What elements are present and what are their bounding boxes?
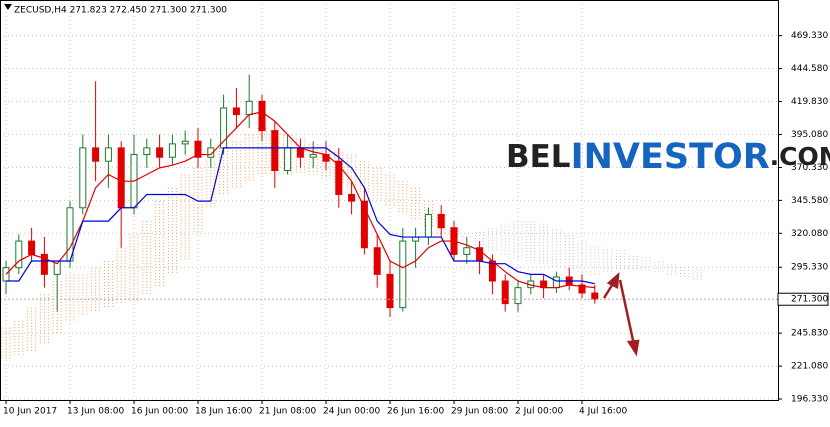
- x-tick-label: 4 Jul 16:00: [579, 407, 628, 417]
- y-tick-label: 345.580: [791, 196, 828, 206]
- candle-body: [463, 247, 471, 255]
- indicator-line: [6, 147, 595, 285]
- candle-body: [245, 100, 253, 116]
- candle-body: [578, 284, 586, 294]
- candle-body: [284, 147, 292, 172]
- candle-body: [552, 276, 560, 289]
- watermark-main: INVESTOR: [571, 137, 770, 177]
- x-tick-label: 29 Jun 08:00: [451, 407, 508, 417]
- candle-body: [207, 147, 215, 158]
- candle-body: [360, 200, 368, 249]
- y-tick-label: 469.330: [791, 31, 828, 41]
- x-tick-label: 2 Jul 00:00: [515, 407, 564, 417]
- candle-body: [258, 100, 266, 132]
- x-tick-label: 21 Jun 08:00: [259, 407, 316, 417]
- candle-body: [514, 287, 522, 305]
- x-tick-label: 24 Jun 00:00: [323, 407, 380, 417]
- watermark-prefix: BEL: [506, 139, 571, 175]
- title-arrow: [4, 4, 12, 10]
- candle-body: [386, 273, 394, 309]
- candle-body: [424, 213, 432, 238]
- arrow-head: [606, 271, 620, 289]
- candle-body: [271, 130, 279, 172]
- y-tick-label: 419.830: [791, 97, 828, 107]
- arrow-head: [626, 339, 640, 357]
- candle-body: [232, 107, 240, 116]
- candle-body: [399, 240, 407, 309]
- price-box: [777, 292, 829, 306]
- x-tick-label: 13 Jun 08:00: [67, 407, 124, 417]
- candle-body: [348, 193, 356, 202]
- x-tick-label: 18 Jun 16:00: [195, 407, 252, 417]
- candle-body: [168, 143, 176, 158]
- candle-body: [79, 147, 87, 209]
- y-tick-label: 295.330: [791, 263, 828, 273]
- y-tick-label: 245.830: [791, 329, 828, 339]
- y-tick-label: 395.080: [791, 130, 828, 140]
- x-tick-label: 10 Jun 2017: [3, 407, 57, 417]
- watermark: BELINVESTOR.COM: [506, 137, 830, 177]
- y-tick-label: 221.080: [791, 362, 828, 372]
- candle-body: [40, 253, 48, 275]
- candle-body: [117, 147, 125, 209]
- y-tick-label: 320.080: [791, 229, 828, 239]
- forecast-arrow: [602, 271, 640, 357]
- x-tick-label: 26 Jun 16:00: [387, 407, 444, 417]
- candle-body: [373, 247, 381, 275]
- candle-body: [28, 240, 36, 255]
- plot-layer: [0, 0, 778, 400]
- candle-body: [309, 154, 317, 158]
- y-tick-label: 370.330: [791, 163, 828, 173]
- candle-body: [335, 160, 343, 195]
- candle-body: [194, 140, 202, 158]
- candle-body: [143, 147, 151, 156]
- candle-body: [104, 147, 112, 162]
- candle-body: [591, 292, 599, 300]
- arrow-down: [618, 279, 636, 346]
- candle-body: [92, 147, 100, 162]
- x-tick-label: 16 Jun 00:00: [131, 407, 188, 417]
- y-tick-label: 196.330: [791, 395, 828, 405]
- candle-body: [437, 213, 445, 229]
- candle-body: [181, 140, 189, 145]
- candle-body: [156, 147, 164, 158]
- candle-body: [15, 240, 23, 269]
- price-label: 271.300: [791, 295, 828, 305]
- candle-body: [501, 280, 509, 305]
- y-tick-label: 444.580: [791, 64, 828, 74]
- candle-body: [296, 147, 304, 158]
- watermark-suffix: .COM: [770, 142, 830, 171]
- chart-title: ZECUSD,H4 271.823 272.450 271.300 271.30…: [14, 6, 227, 16]
